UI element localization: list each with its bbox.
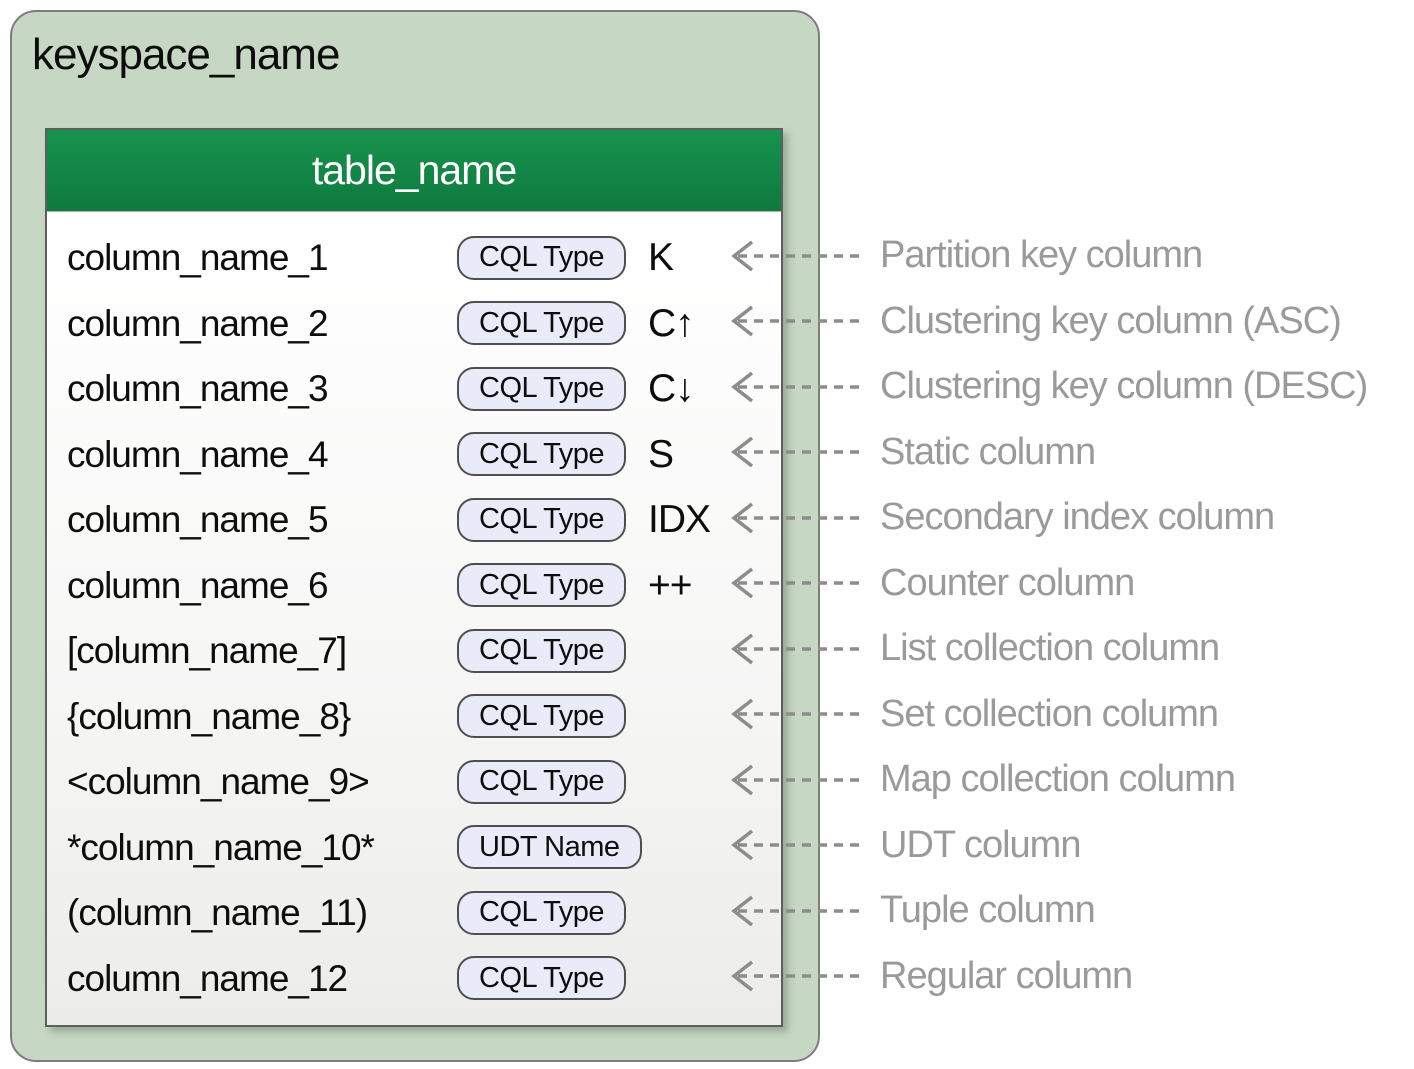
legend-item: Static column [728,420,1414,486]
legend-label: Clustering key column (DESC) [880,365,1368,408]
legend-label: Map collection column [880,758,1236,801]
dashed-arrow-left-icon [728,369,868,405]
column-marker: IDX [648,498,711,541]
column-name: column_name_5 [67,499,329,540]
legend-label: Clustering key column (ASC) [880,299,1342,342]
table-row: column_name_5 CQL Type IDX [47,487,781,553]
legend-label: UDT column [880,823,1081,866]
table-header: table_name [47,130,781,212]
dashed-arrow-left-icon [728,238,868,274]
column-name: (column_name_11) [67,892,368,933]
type-badge: CQL Type [457,759,626,804]
legend-item: Clustering key column (ASC) [728,289,1414,355]
dashed-arrow-left-icon [728,762,868,798]
table-row: {column_name_8} CQL Type [47,684,781,750]
column-name: column_name_12 [67,957,348,999]
table-row: <column_name_9> CQL Type [47,749,781,815]
table-box: table_name column_name_1 CQL Type K colu… [45,128,783,1027]
type-badge: CQL Type [457,366,626,411]
legend-item: List collection column [728,616,1414,682]
legend: Partition key column Clustering key colu… [728,223,1414,1009]
table-body: column_name_1 CQL Type K column_name_2 C… [47,212,781,1025]
type-badge: CQL Type [457,235,626,280]
type-badge: CQL Type [457,432,626,477]
legend-item: Map collection column [728,747,1414,813]
type-badge: UDT Name [457,825,642,870]
legend-label: Set collection column [880,692,1219,735]
column-name: column_name_3 [67,368,329,409]
column-name: *column_name_10* [67,826,375,868]
legend-item: Tuple column [728,878,1414,944]
column-marker: C↓ [648,367,695,410]
legend-label: Counter column [880,561,1135,604]
type-badge: CQL Type [457,956,626,1001]
dashed-arrow-left-icon [728,827,868,863]
column-marker: K [648,236,674,279]
type-badge: CQL Type [457,628,626,673]
legend-label: Partition key column [880,234,1203,277]
dashed-arrow-left-icon [728,958,868,994]
column-marker: ++ [648,563,693,607]
dashed-arrow-left-icon [728,893,868,929]
dashed-arrow-left-icon [728,303,868,339]
table-row: column_name_1 CQL Type K [47,225,781,291]
dashed-arrow-left-icon [728,565,868,601]
column-name: column_name_4 [67,433,329,475]
legend-item: Set collection column [728,682,1414,748]
table-row: [column_name_7] CQL Type [47,618,781,684]
column-marker: S [648,432,674,476]
column-name: {column_name_8} [67,695,351,737]
keyspace-title: keyspace_name [32,30,340,79]
type-badge: CQL Type [457,497,626,542]
legend-item: Regular column [728,944,1414,1010]
column-name: column_name_6 [67,564,329,606]
dashed-arrow-left-icon [728,631,868,667]
table-row: column_name_3 CQL Type C↓ [47,356,781,422]
table-row: (column_name_11) CQL Type [47,880,781,946]
column-name: column_name_1 [67,237,329,278]
legend-item: Clustering key column (DESC) [728,354,1414,420]
legend-item: Counter column [728,551,1414,617]
legend-item: Partition key column [728,223,1414,289]
type-badge: CQL Type [457,301,626,346]
column-name: column_name_2 [67,302,329,344]
legend-label: Tuple column [880,889,1096,932]
column-name: <column_name_9> [67,761,370,802]
table-row: column_name_2 CQL Type C↑ [47,291,781,357]
dashed-arrow-left-icon [728,434,868,470]
legend-label: List collection column [880,627,1220,670]
legend-label: Static column [880,430,1096,473]
legend-label: Regular column [880,954,1133,997]
table-title: table_name [311,147,517,193]
column-marker: C↑ [648,301,695,345]
table-row: column_name_6 CQL Type ++ [47,553,781,619]
table-row: column_name_4 CQL Type S [47,422,781,488]
legend-item: UDT column [728,813,1414,879]
type-badge: CQL Type [457,694,626,739]
legend-label: Secondary index column [880,496,1275,539]
dashed-arrow-left-icon [728,696,868,732]
type-badge: CQL Type [457,890,626,935]
column-name: [column_name_7] [67,630,347,671]
table-row: column_name_12 CQL Type [47,946,781,1012]
table-row: *column_name_10* UDT Name [47,815,781,881]
keyspace-box: keyspace_name table_name column_name_1 C… [10,10,820,1062]
type-badge: CQL Type [457,563,626,608]
dashed-arrow-left-icon [728,500,868,536]
legend-item: Secondary index column [728,485,1414,551]
